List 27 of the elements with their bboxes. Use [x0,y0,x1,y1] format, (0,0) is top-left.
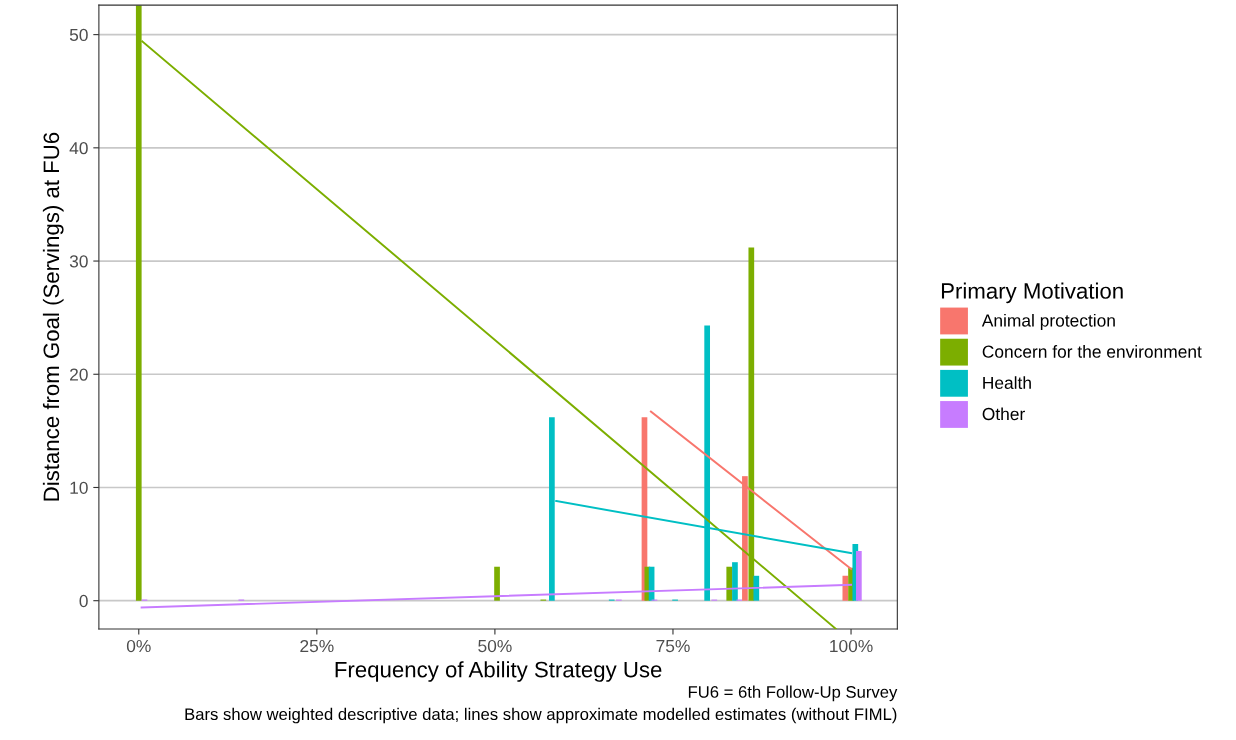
bar [753,575,760,601]
x-tick-label: 25% [300,639,334,653]
x-tick-label: 50% [478,639,512,653]
legend-label: Other [982,407,1025,421]
legend-title: Primary Motivation [941,282,1123,304]
y-tick-label: 0 [79,594,88,608]
x-axis-title: Frequency of Ability Strategy Use [335,661,662,682]
y-tick-label: 40 [69,142,88,155]
y-tick-label: 50 [69,28,88,42]
y-axis-title: Distance from Goal (Servings) at FU6 [42,132,64,501]
bar [726,566,733,601]
text: Bars show weighted descriptive data; lines show approximate modelled estimates (without FIML) [185,707,897,724]
y-tick-label: 10 [70,481,88,494]
legend-label: Health [983,376,1031,389]
legend-label: Concern for the environment [982,345,1202,358]
bar [494,566,500,601]
x-tick-label: 75% [656,639,690,653]
bar [842,575,849,601]
legend-label: Animal protection [981,313,1115,331]
bar [856,550,862,601]
y-tick-label: 30 [69,255,88,268]
y-tick-label: 20 [70,368,88,381]
bar [748,247,755,601]
x-tick-label: 0% [126,639,151,653]
text: FU6 = 6th Follow-Up Survey [688,685,898,702]
bar [732,562,738,601]
x-tick-label: 100% [830,639,873,653]
